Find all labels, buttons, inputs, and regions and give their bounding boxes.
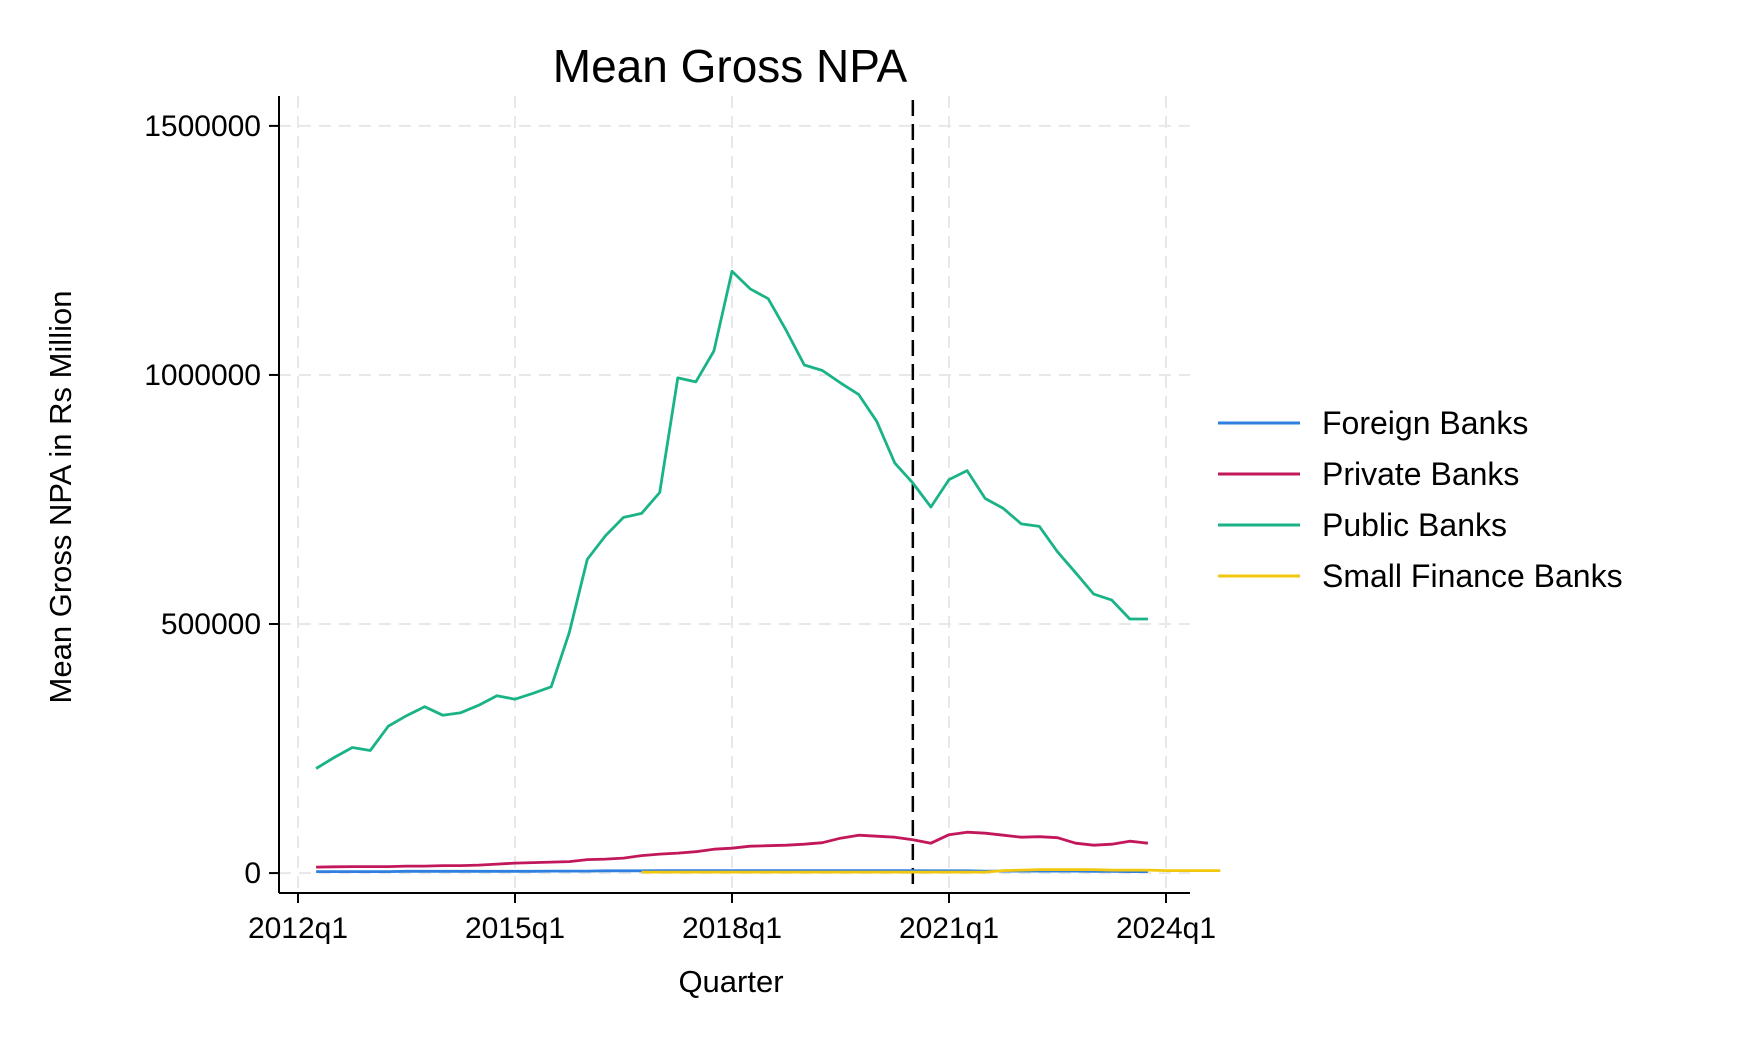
series-lines — [315, 269, 1221, 874]
x-tick-label: 2012q1 — [248, 912, 348, 945]
chart-title: Mean Gross NPA — [553, 40, 908, 92]
series-line-public-banks — [315, 269, 1148, 770]
x-axis-title: Quarter — [678, 964, 783, 999]
x-tick-label: 2015q1 — [465, 912, 565, 945]
legend: Foreign Banks Private Banks Public Banks Sm… — [1218, 405, 1623, 594]
axes — [278, 96, 1190, 894]
x-tick-label: 2021q1 — [899, 912, 999, 945]
gridlines — [279, 96, 1190, 893]
y-tick-label: 1000000 — [144, 359, 261, 392]
tick-labels: 0 500000 1000000 1500000 2012q1 2015q1 2018q1 2… — [144, 110, 1216, 945]
legend-label-small-finance-banks: Small Finance Banks — [1322, 558, 1623, 594]
x-tick-label: 2018q1 — [682, 912, 782, 945]
series-line-private-banks — [316, 830, 1149, 869]
y-tick-label: 500000 — [161, 608, 261, 641]
legend-label-foreign-banks: Foreign Banks — [1322, 405, 1528, 441]
legend-label-private-banks: Private Banks — [1322, 456, 1519, 492]
x-tick-label: 2024q1 — [1116, 912, 1216, 945]
series-line-small-finance-banks — [641, 868, 1221, 874]
y-tick-label: 0 — [244, 857, 261, 890]
y-tick-label: 1500000 — [144, 110, 261, 143]
y-axis-title: Mean Gross NPA in Rs Million — [43, 291, 78, 704]
legend-label-public-banks: Public Banks — [1322, 507, 1507, 543]
